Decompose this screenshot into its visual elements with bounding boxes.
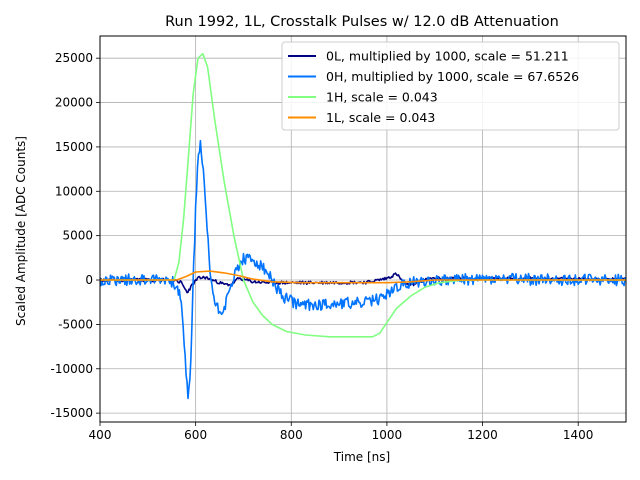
y-tick-label: 25000 [55,51,93,65]
x-axis-label: Time [ns] [333,450,390,464]
legend-label: 0H, multiplied by 1000, scale = 67.6526 [326,69,579,84]
x-tick-label: 1000 [372,428,403,442]
x-tick-label: 1400 [563,428,594,442]
legend: 0L, multiplied by 1000, scale = 51.211 0H… [281,41,620,131]
x-tick-label: 600 [184,428,207,442]
series-line [100,52,626,338]
y-tick-label: 5000 [62,229,93,243]
x-tick-label: 1200 [467,428,498,442]
y-tick-label: 20000 [55,96,93,110]
legend-label: 0L, multiplied by 1000, scale = 51.211 [326,49,569,64]
y-tick-label: -5000 [58,317,93,331]
legend-label: 1H, scale = 0.043 [326,90,438,105]
y-tick-label: -15000 [50,406,93,420]
y-tick-label: -10000 [50,362,93,376]
x-tick-label: 400 [89,428,112,442]
chart-title: Run 1992, 1L, Crosstalk Pulses w/ 12.0 d… [165,14,559,30]
x-tick-label: 800 [280,428,303,442]
axis-ticks: 400 600 800 1000 1200 1400 -15000 -10000 -5000 0 5… [50,51,593,442]
y-tick-label: 10000 [55,184,93,198]
y-axis-label: Scaled Amplitude [ADC Counts] [14,136,28,326]
legend-box [281,41,620,131]
series-lines [100,52,626,400]
plot-frame [99,35,627,423]
legend-label: 1L, scale = 0.043 [326,110,435,125]
series-line [100,139,626,400]
y-tick-label: 0 [85,273,93,287]
series-line [100,270,626,284]
y-tick-label: 15000 [55,140,93,154]
